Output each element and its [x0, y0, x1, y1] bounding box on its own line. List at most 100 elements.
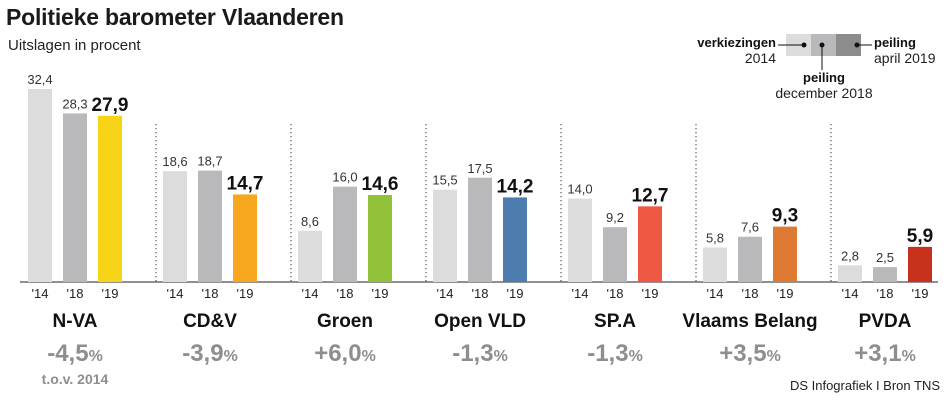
bar-label-vlaams-belang-1: 7,6: [741, 220, 759, 235]
change-sp-a: -1,3%: [587, 340, 643, 367]
bar-label-open-vld-0: 15,5: [432, 173, 457, 188]
party-name-cd-v: CD&V: [183, 311, 237, 332]
bar-cd-v-0: [163, 171, 187, 282]
bar-pvda-2: [908, 246, 932, 282]
bar-label-open-vld-2: 14,2: [497, 176, 534, 197]
bar-label-cd-v-1: 18,7: [197, 154, 222, 169]
party-name-n-va: N-VA: [52, 311, 97, 332]
chart-subtitle: Uitslagen in procent: [8, 37, 141, 54]
change-unit-vlaams-belang: %: [767, 348, 781, 365]
change-value-cd-v: -3,9: [182, 340, 223, 367]
party-name-sp-a: SP.A: [594, 311, 636, 332]
legend-verkiezingen-year: 2014: [745, 50, 776, 66]
bar-label-n-va-0: 32,4: [27, 72, 52, 87]
tick-label-sp-a-2: '19: [642, 286, 659, 301]
change-value-open-vld: -1,3: [452, 340, 493, 367]
party-name-open-vld: Open VLD: [434, 311, 526, 332]
tick-label-cd-v-2: '19: [237, 286, 254, 301]
tick-label-open-vld-0: '14: [437, 286, 454, 301]
bar-sp-a-1: [603, 227, 627, 282]
tick-label-cd-v-0: '14: [167, 286, 184, 301]
bar-label-open-vld-1: 17,5: [467, 161, 492, 176]
change-unit-open-vld: %: [494, 348, 508, 365]
bar-label-vlaams-belang-2: 9,3: [772, 206, 798, 227]
bar-cd-v-1: [198, 170, 222, 282]
source-credit: DS Infografiek I Bron TNS: [789, 378, 940, 393]
bar-sp-a-0: [568, 198, 592, 282]
bar-cd-v-2: [233, 194, 257, 282]
change-value-groen: +6,0: [314, 340, 361, 367]
tick-label-sp-a-1: '18: [607, 286, 624, 301]
tick-label-n-va-1: '18: [67, 286, 84, 301]
bar-n-va-2: [98, 115, 122, 282]
bar-open-vld-0: [433, 189, 457, 282]
change-open-vld: -1,3%: [452, 340, 508, 367]
bar-label-pvda-1: 2,5: [876, 250, 894, 265]
tick-label-n-va-0: '14: [32, 286, 49, 301]
change-unit-pvda: %: [902, 348, 916, 365]
party-group-open-vld: 15,5 '14 17,5 '18 14,2 '19 Open VLD -1,3%: [425, 124, 534, 367]
bar-label-pvda-0: 2,8: [841, 248, 859, 263]
bar-open-vld-1: [468, 177, 492, 282]
tick-label-n-va-2: '19: [102, 286, 119, 301]
change-cd-v: -3,9%: [182, 340, 238, 367]
bar-label-groen-1: 16,0: [332, 170, 357, 185]
tick-label-open-vld-1: '18: [472, 286, 489, 301]
change-unit-cd-v: %: [224, 348, 238, 365]
legend: verkiezingen 2014 peiling april 2019 pei…: [697, 34, 936, 101]
bar-vlaams-belang-1: [738, 236, 762, 282]
tick-label-vlaams-belang-0: '14: [707, 286, 724, 301]
change-value-sp-a: -1,3: [587, 340, 628, 367]
change-vlaams-belang: +3,5%: [719, 340, 781, 367]
legend-peiling-apr-date: april 2019: [874, 50, 936, 66]
legend-peiling-apr-label: peiling: [874, 35, 916, 50]
tick-label-sp-a-0: '14: [572, 286, 589, 301]
tick-label-groen-0: '14: [302, 286, 319, 301]
bar-open-vld-2: [503, 197, 527, 282]
party-group-n-va: 32,4 '14 28,3 '18 27,9 '19 N-VA -4,5% t.o.v. 201…: [27, 72, 128, 387]
change-note: t.o.v. 2014: [42, 371, 109, 387]
party-group-vlaams-belang: 5,8 '14 7,6 '18 9,3 '19 Vlaams Belang +3,5%: [682, 124, 818, 367]
party-name-pvda: PVDA: [859, 311, 912, 332]
tick-label-vlaams-belang-2: '19: [777, 286, 794, 301]
bar-vlaams-belang-0: [703, 247, 727, 282]
tick-label-cd-v-1: '18: [202, 286, 219, 301]
change-value-pvda: +3,1: [854, 340, 901, 367]
tick-label-open-vld-2: '19: [507, 286, 524, 301]
bar-label-cd-v-0: 18,6: [162, 154, 187, 169]
bar-label-n-va-2: 27,9: [92, 95, 129, 116]
bar-label-sp-a-0: 14,0: [567, 182, 592, 197]
tick-label-groen-2: '19: [372, 286, 389, 301]
party-group-sp-a: 14,0 '14 9,2 '18 12,7 '19 SP.A -1,3%: [560, 124, 669, 367]
bar-n-va-1: [63, 113, 87, 282]
tick-label-pvda-1: '18: [877, 286, 894, 301]
change-unit-groen: %: [362, 348, 376, 365]
bar-label-pvda-2: 5,9: [907, 226, 933, 247]
bar-pvda-0: [838, 265, 862, 282]
party-name-groen: Groen: [317, 311, 373, 332]
tick-label-pvda-0: '14: [842, 286, 859, 301]
bar-label-cd-v-2: 14,7: [227, 173, 264, 194]
change-unit-sp-a: %: [629, 348, 643, 365]
tick-label-groen-1: '18: [337, 286, 354, 301]
legend-verkiezingen-label: verkiezingen: [697, 35, 776, 50]
bar-label-sp-a-2: 12,7: [632, 185, 669, 206]
bar-label-sp-a-1: 9,2: [606, 210, 624, 225]
tick-label-vlaams-belang-1: '18: [742, 286, 759, 301]
change-n-va: -4,5%: [47, 340, 103, 367]
bar-vlaams-belang-2: [773, 226, 797, 282]
bar-label-n-va-1: 28,3: [62, 96, 87, 111]
change-groen: +6,0%: [314, 340, 376, 367]
bar-n-va-0: [28, 89, 52, 282]
legend-peiling-dec-date: december 2018: [775, 85, 873, 101]
legend-peiling-dec-label: peiling: [803, 70, 845, 85]
legend-swatch-apr-2019: [836, 34, 861, 56]
change-value-n-va: -4,5: [47, 340, 88, 367]
bar-groen-1: [333, 186, 357, 282]
change-pvda: +3,1%: [854, 340, 916, 367]
change-value-vlaams-belang: +3,5: [719, 340, 766, 367]
bar-label-groen-2: 14,6: [362, 174, 399, 195]
